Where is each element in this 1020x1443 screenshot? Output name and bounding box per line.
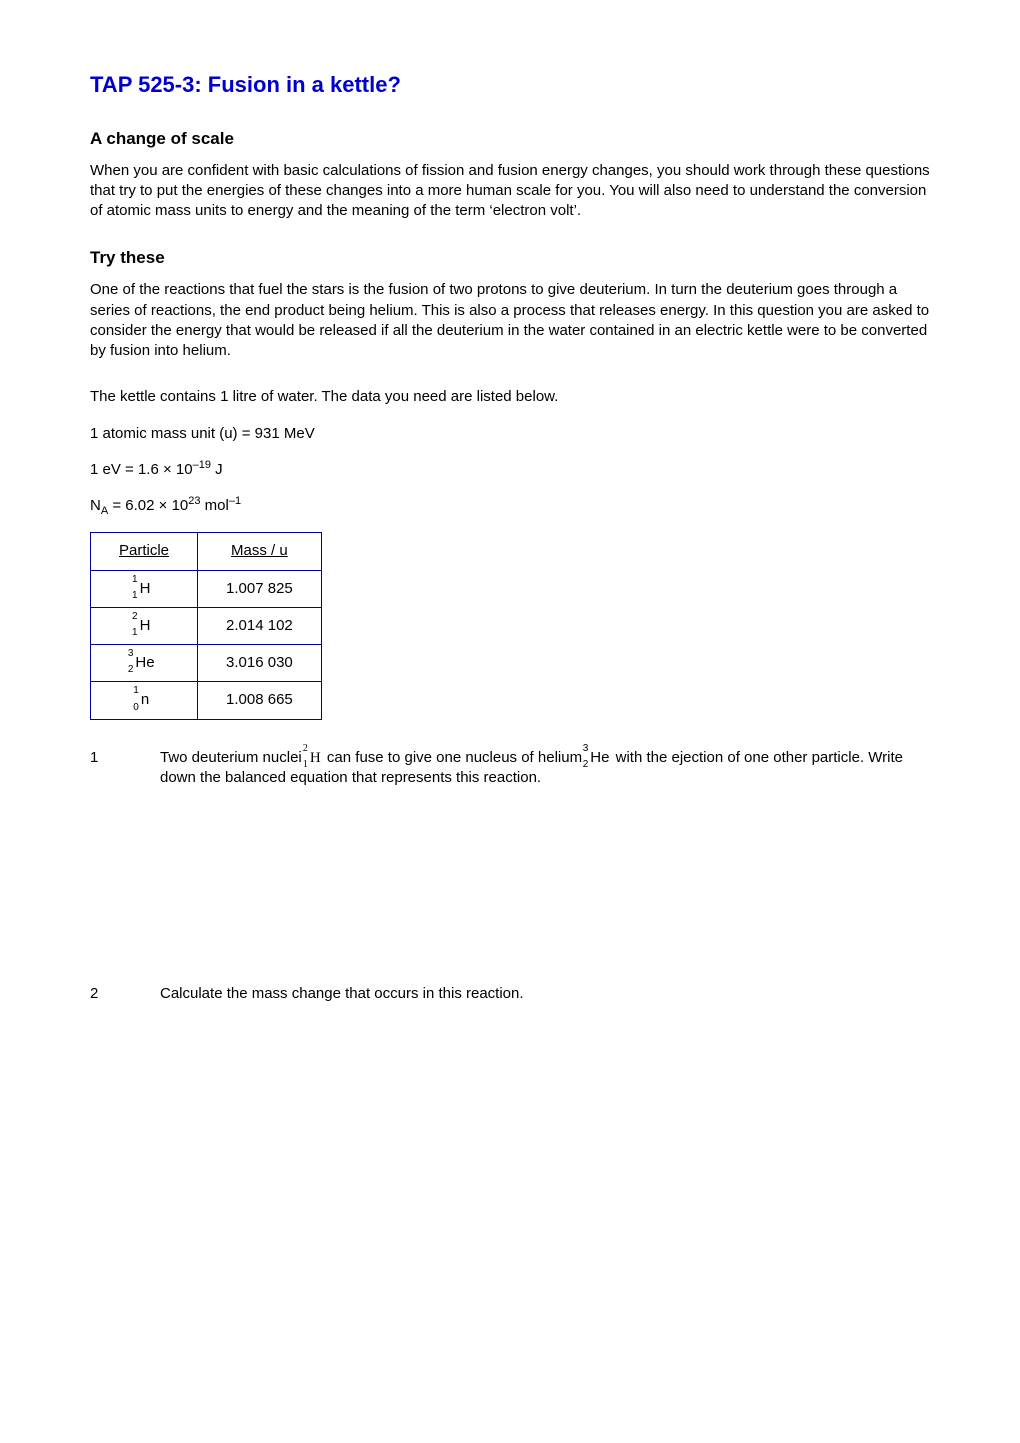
- isotope-deuterium: 2 1 H: [308, 748, 321, 768]
- isotope-Z: 2: [580, 760, 588, 770]
- question-body: Two deuterium nuclei 2 1 H can fuse to g…: [160, 748, 930, 789]
- table-row: 1 1 H 1.007 825: [91, 570, 322, 607]
- isotope-sym: He: [588, 749, 609, 766]
- isotope: 2 1 H: [138, 616, 151, 636]
- question-number: 2: [90, 984, 160, 1004]
- isotope-sym: n: [139, 691, 149, 708]
- isotope-Z: 2: [125, 665, 133, 675]
- mass-cell: 2.014 102: [198, 607, 322, 644]
- question-number: 1: [90, 748, 160, 789]
- amu-text-pre: 1 atomic mass unit (u) =: [90, 425, 255, 442]
- mass-cell: 1.008 665: [198, 682, 322, 719]
- ev-mid: × 10: [163, 461, 193, 478]
- section1-heading: A change of scale: [90, 128, 930, 151]
- header-particle: Particle: [91, 533, 198, 570]
- mass-cell: 3.016 030: [198, 645, 322, 682]
- isotope-Z: 1: [130, 591, 138, 601]
- table-header-row: Particle Mass / u: [91, 533, 322, 570]
- isotope-sym: H: [138, 580, 151, 597]
- na-exp: 23: [188, 495, 200, 507]
- table-row: 2 1 H 2.014 102: [91, 607, 322, 644]
- na-exp2: –1: [229, 495, 241, 507]
- na-pre: N: [90, 497, 101, 514]
- isotope-sym: He: [133, 654, 154, 671]
- answer-space-1: [90, 804, 930, 984]
- isotope-Z: 1: [130, 628, 138, 638]
- isotope-A: 1: [131, 686, 139, 696]
- ev-suf: J: [211, 461, 223, 478]
- particle-cell: 2 1 H: [91, 607, 198, 644]
- isotope-A: 2: [130, 612, 138, 622]
- na-mid: = 6.02 × 10: [108, 497, 188, 514]
- ev-pre: 1 eV = 1.6: [90, 461, 163, 478]
- isotope-A: 3: [125, 649, 133, 659]
- question-body: Calculate the mass change that occurs in…: [160, 984, 930, 1004]
- mass-cell: 1.007 825: [198, 570, 322, 607]
- isotope-Z: 1: [300, 760, 308, 770]
- question-2: 2 Calculate the mass change that occurs …: [90, 984, 930, 1004]
- constant-ev: 1 eV = 1.6 × 10–19 J: [90, 460, 930, 480]
- particle-cell: 3 2 He: [91, 645, 198, 682]
- header-mass: Mass / u: [198, 533, 322, 570]
- isotope-A: 3: [580, 744, 588, 754]
- isotope: 3 2 He: [133, 653, 154, 673]
- section2-heading: Try these: [90, 247, 930, 270]
- isotope-Z: 0: [131, 703, 139, 713]
- na-suf: mol: [201, 497, 229, 514]
- isotope: 1 0 n: [139, 690, 149, 710]
- section2-para1: One of the reactions that fuel the stars…: [90, 280, 930, 361]
- ev-exp: –19: [193, 459, 211, 471]
- section1-body: When you are confident with basic calcul…: [90, 161, 930, 222]
- amu-value: 931 MeV: [255, 425, 315, 442]
- isotope-A: 2: [300, 744, 308, 754]
- mass-table: Particle Mass / u 1 1 H 1.007 825 2 1 H …: [90, 532, 322, 719]
- isotope-A: 1: [130, 575, 138, 585]
- constant-na: NA = 6.02 × 1023 mol–1: [90, 496, 930, 516]
- isotope-sym: H: [308, 750, 321, 766]
- isotope-helium3: 3 2 He: [588, 748, 609, 768]
- isotope: 1 1 H: [138, 579, 151, 599]
- section2-para2: The kettle contains 1 litre of water. Th…: [90, 387, 930, 407]
- question-1: 1 Two deuterium nuclei 2 1 H can fuse to…: [90, 748, 930, 789]
- particle-cell: 1 1 H: [91, 570, 198, 607]
- constant-amu: 1 atomic mass unit (u) = 931 MeV: [90, 424, 930, 444]
- table-row: 3 2 He 3.016 030: [91, 645, 322, 682]
- q1-t2: can fuse to give one nucleus of helium: [327, 749, 586, 766]
- isotope-sym: H: [138, 617, 151, 634]
- document-title: TAP 525-3: Fusion in a kettle?: [90, 70, 930, 100]
- table-row: 1 0 n 1.008 665: [91, 682, 322, 719]
- particle-cell: 1 0 n: [91, 682, 198, 719]
- q1-t1: Two deuterium nuclei: [160, 749, 306, 766]
